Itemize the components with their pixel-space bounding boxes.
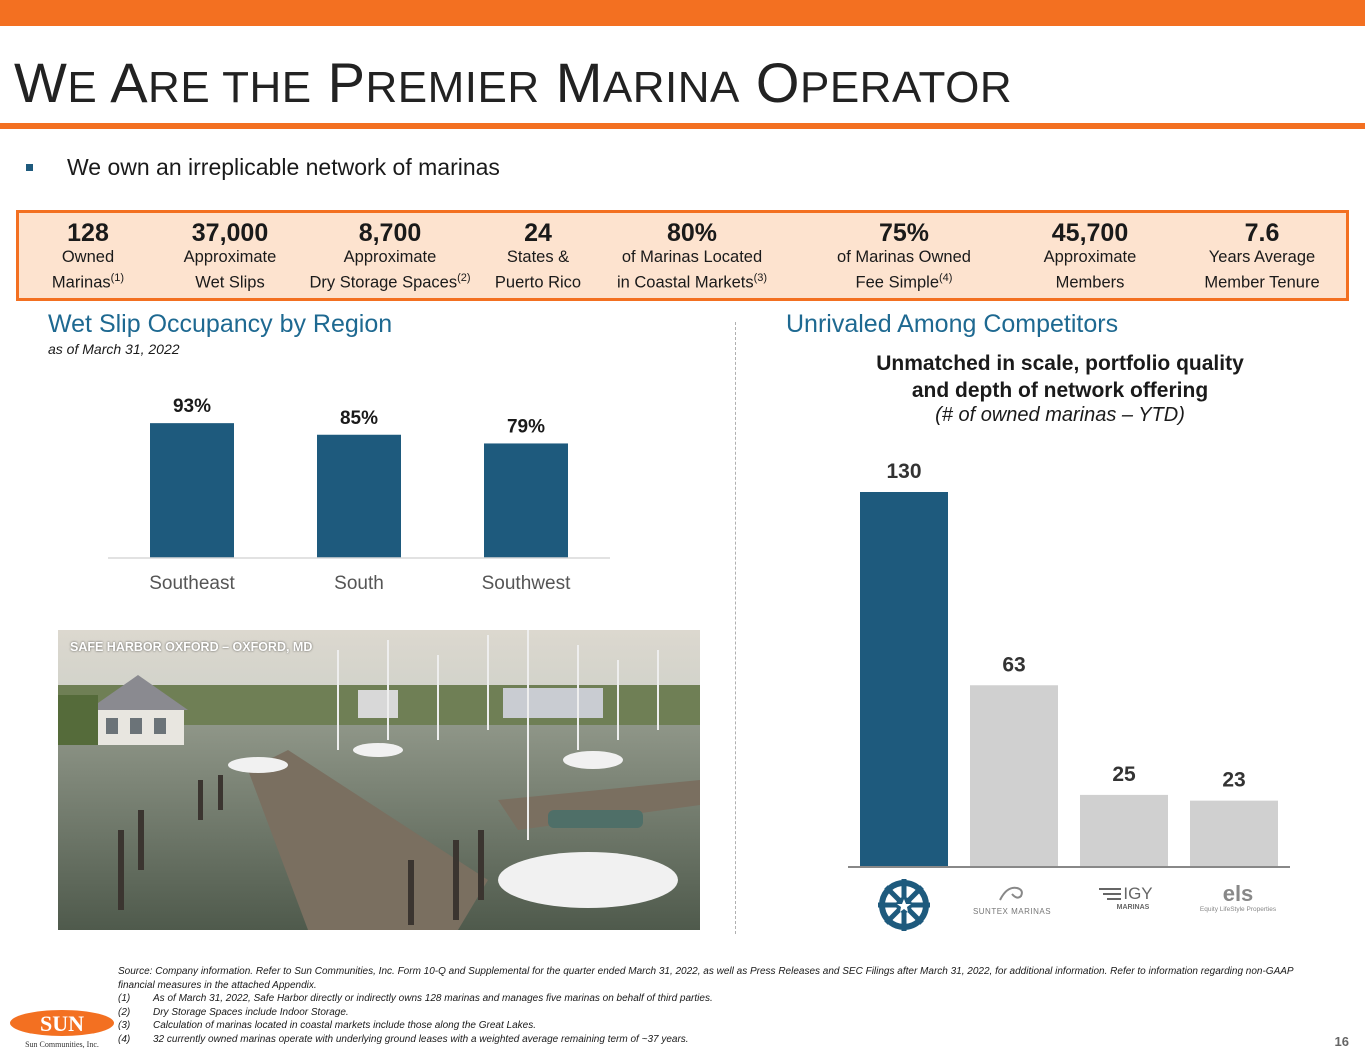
occupancy-category-label: South bbox=[334, 573, 384, 594]
footnote-item: (1) As of March 31, 2022, Safe Harbor dir… bbox=[118, 993, 713, 1004]
footnotes: Source: Company information. Refer to Su… bbox=[118, 965, 1298, 1046]
stat-members: 45,700 Approximate Members bbox=[1044, 219, 1137, 294]
stat-label: Fee Simple(4) bbox=[855, 272, 953, 292]
stat-value: 37,000 bbox=[191, 219, 269, 247]
suntex-logo: SUNTEX MARINAS bbox=[968, 884, 1056, 916]
bullet-text: We own an irreplicable network of marina… bbox=[67, 154, 500, 180]
igy-logo: IGY MARINAS bbox=[1099, 884, 1153, 911]
page-number: 16 bbox=[1334, 1034, 1349, 1049]
els-logo: els Equity LifeStyle Properties bbox=[1199, 881, 1277, 914]
stat-label: of Marinas Located bbox=[621, 248, 763, 266]
competitor-bar bbox=[970, 685, 1058, 867]
occupancy-bar bbox=[484, 443, 568, 558]
occupancy-bar bbox=[317, 434, 401, 558]
stat-label: Wet Slips bbox=[195, 273, 265, 292]
svg-text:Sun Communities, Inc.: Sun Communities, Inc. bbox=[25, 1040, 99, 1049]
competitor-data-label: 63 bbox=[1002, 653, 1025, 676]
stat-coastal-markets: 80% of Marinas Located in Coastal Market… bbox=[617, 219, 767, 294]
top-accent-bar bbox=[0, 0, 1365, 26]
stat-fee-simple: 75% of Marinas Owned Fee Simple(4) bbox=[837, 219, 971, 294]
footnote-item: (3) Calculation of marinas located in coa… bbox=[118, 1020, 536, 1031]
bullet-square-icon bbox=[26, 164, 33, 171]
stat-states: 24 States & Puerto Rico bbox=[495, 219, 581, 294]
stat-label: States & bbox=[506, 248, 570, 266]
competitors-subheading: (# of owned marinas – YTD) bbox=[935, 404, 1185, 426]
stat-value: 128 bbox=[67, 219, 109, 247]
competitors-heading: Unmatched in scale, portfolio quality an… bbox=[876, 352, 1244, 402]
stat-label: Dry Storage Spaces(2) bbox=[309, 272, 471, 292]
stat-label: Owned bbox=[61, 248, 115, 266]
bullet-point: We own an irreplicable network of marina… bbox=[26, 154, 500, 181]
stat-label: Approximate bbox=[343, 248, 437, 266]
occupancy-category-label: Southeast bbox=[149, 573, 235, 594]
footnote-item: (2) Dry Storage Spaces include Indoor Sto… bbox=[118, 1006, 349, 1018]
section-divider bbox=[735, 322, 736, 934]
competitor-data-label: 130 bbox=[886, 460, 921, 483]
stat-owned-marinas: 128 Owned Marinas(1) bbox=[52, 219, 124, 294]
stat-value: 80% bbox=[666, 219, 718, 247]
occupancy-data-label: 93% bbox=[173, 396, 211, 417]
stat-label: Puerto Rico bbox=[494, 273, 582, 292]
competitor-bar bbox=[1190, 800, 1278, 867]
marina-photo: SAFE HARBOR OXFORD – OXFORD, MD bbox=[58, 630, 700, 930]
stat-label: Members bbox=[1055, 273, 1125, 292]
stat-value: 8,700 bbox=[358, 219, 422, 247]
competitors-title: Unrivaled Among Competitors bbox=[786, 310, 1119, 338]
stat-value: 45,700 bbox=[1051, 219, 1129, 247]
occupancy-data-label: 85% bbox=[340, 408, 378, 429]
key-stats-box: 128 Owned Marinas(1) 37,000 Approximate … bbox=[16, 210, 1349, 301]
page-title: WE ARE THE PREMIER MARINA OPERATOR bbox=[14, 51, 1013, 114]
occupancy-title: Wet Slip Occupancy by Region bbox=[48, 310, 393, 338]
occupancy-subtitle: as of March 31, 2022 bbox=[48, 341, 180, 357]
competitors-bar-chart: 130 63 25 23 bbox=[848, 460, 1290, 868]
sun-communities-logo: SUN Sun Communities, Inc. bbox=[6, 1008, 118, 1050]
occupancy-bar bbox=[150, 423, 234, 558]
stat-label: Approximate bbox=[183, 248, 277, 266]
competitor-data-label: 25 bbox=[1112, 763, 1136, 786]
stat-label: in Coastal Markets(3) bbox=[616, 272, 768, 292]
stat-wet-slips: 37,000 Approximate Wet Slips bbox=[184, 219, 277, 294]
competitor-bar bbox=[860, 492, 948, 867]
stat-label: Member Tenure bbox=[1204, 273, 1320, 292]
occupancy-data-label: 79% bbox=[507, 416, 545, 437]
occupancy-category-label: Southwest bbox=[482, 573, 571, 594]
stat-label: Years Average bbox=[1208, 248, 1316, 266]
competitor-data-label: 23 bbox=[1222, 769, 1245, 792]
svg-text:SUN: SUN bbox=[40, 1011, 84, 1036]
source-note: Source: Company information. Refer to Su… bbox=[118, 966, 1294, 991]
stat-value: 75% bbox=[878, 219, 930, 247]
stat-member-tenure: 7.6 Years Average Member Tenure bbox=[1204, 219, 1319, 294]
footnote-item: (4) 32 currently owned marinas operate wi… bbox=[118, 1033, 689, 1045]
occupancy-bar-chart: 93% Southeast 85% South 79% Southwest bbox=[108, 396, 610, 594]
stat-value: 7.6 bbox=[1244, 219, 1280, 247]
stat-label: Marinas(1) bbox=[51, 272, 125, 292]
stat-value: 24 bbox=[524, 219, 552, 247]
competitor-bar bbox=[1080, 794, 1168, 867]
stat-label: of Marinas Owned bbox=[837, 248, 971, 266]
stat-label: Approximate bbox=[1043, 248, 1137, 266]
stat-dry-storage: 8,700 Approximate Dry Storage Spaces(2) bbox=[309, 219, 470, 294]
safe-harbor-logo bbox=[873, 877, 935, 933]
title-underline bbox=[0, 123, 1365, 129]
photo-caption: SAFE HARBOR OXFORD – OXFORD, MD bbox=[70, 640, 313, 654]
